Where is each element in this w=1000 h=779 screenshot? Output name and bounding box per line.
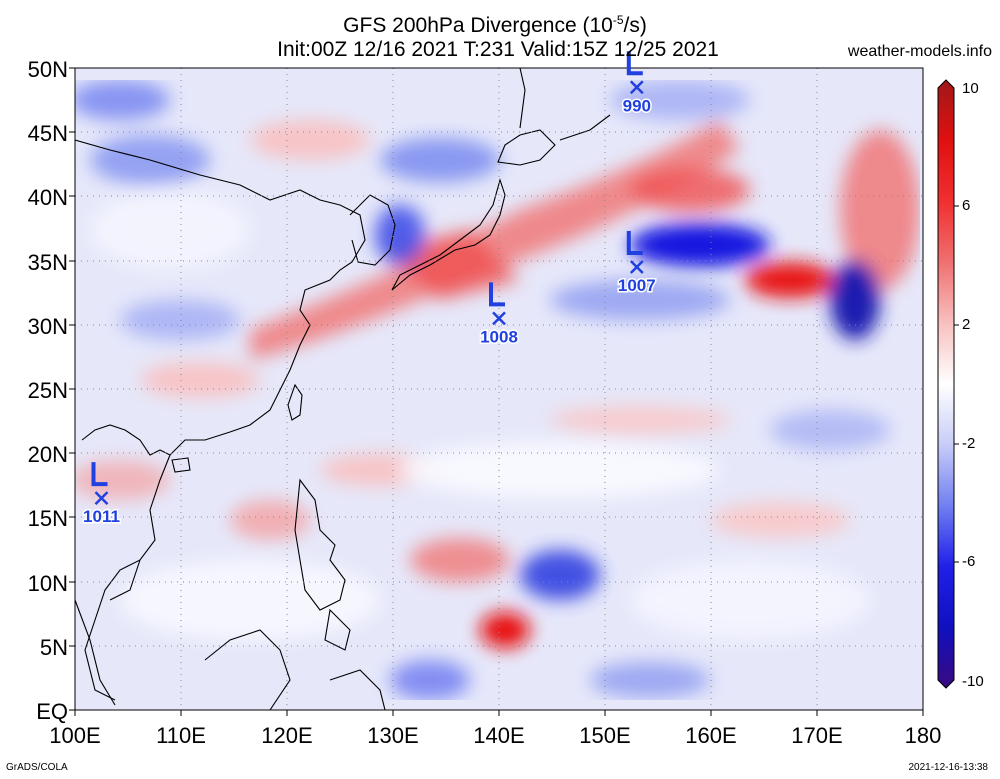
colorbar-label-10: 10	[962, 80, 979, 97]
lat-label-5n: 5N	[39, 635, 68, 660]
low-marker-1008: 1008	[479, 282, 519, 348]
lat-label-40n: 40N	[27, 185, 68, 210]
lat-label-25n: 25N	[27, 378, 68, 403]
low-center-icon	[94, 491, 109, 506]
chart-title: GFS 200hPa Divergence (10-5/s)	[343, 13, 647, 37]
lat-label-eq: EQ	[36, 699, 68, 724]
lon-label-110e: 110E	[156, 723, 206, 748]
low-center-icon	[492, 311, 506, 326]
colorbar-label-neg10: -10	[962, 673, 984, 690]
divergence-field	[75, 68, 923, 710]
lat-label-35n: 35N	[27, 250, 68, 275]
low-marker-990: 990	[621, 51, 652, 117]
low-pressure-value: 1008	[480, 327, 518, 346]
low-letter-icon	[91, 462, 108, 487]
colorbar-label-2: 2	[962, 316, 971, 333]
colorbar-label-neg6: -6	[962, 553, 976, 570]
low-center-icon	[629, 260, 644, 274]
low-pressure-value: 1011	[83, 507, 120, 526]
low-pressure-markers: 990 1007 1008 1011	[82, 51, 657, 528]
low-letter-icon	[489, 282, 505, 307]
lon-label-140e: 140E	[473, 723, 525, 748]
axis-ticks	[69, 67, 924, 716]
lon-label-120e: 120E	[261, 723, 313, 748]
lon-label-150e: 150E	[579, 723, 631, 748]
lat-label-45n: 45N	[27, 121, 68, 146]
colorbar-scale	[937, 79, 955, 689]
lon-label-160e: 160E	[685, 723, 737, 748]
lon-label-180: 180	[904, 723, 942, 748]
low-pressure-value: 990	[623, 96, 651, 115]
site-credit: weather-models.info	[847, 43, 992, 60]
low-center-icon	[629, 80, 644, 95]
lon-label-100e: 100E	[49, 723, 101, 748]
low-marker-1011: 1011	[82, 462, 121, 528]
low-marker-1007: 1007	[616, 231, 657, 297]
lat-label-10n: 10N	[27, 571, 68, 596]
lat-label-30n: 30N	[27, 314, 68, 339]
lat-label-20n: 20N	[27, 442, 68, 467]
colorbar-label-neg2: -2	[962, 435, 976, 452]
colorbar	[937, 79, 959, 689]
footer-software: GrADS/COLA	[6, 762, 68, 773]
low-letter-icon	[626, 51, 643, 76]
lat-label-50n: 50N	[27, 57, 68, 82]
chart-subtitle: Init:00Z 12/16 2021 T:231 Valid:15Z 12/2…	[277, 38, 719, 61]
lat-label-15n: 15N	[27, 506, 68, 531]
lon-label-130e: 130E	[367, 723, 419, 748]
low-letter-icon	[626, 231, 643, 256]
footer-timestamp: 2021-12-16-13:38	[908, 762, 988, 773]
lon-label-170e: 170E	[791, 723, 843, 748]
low-pressure-value: 1007	[618, 276, 656, 295]
colorbar-label-6: 6	[962, 197, 971, 214]
